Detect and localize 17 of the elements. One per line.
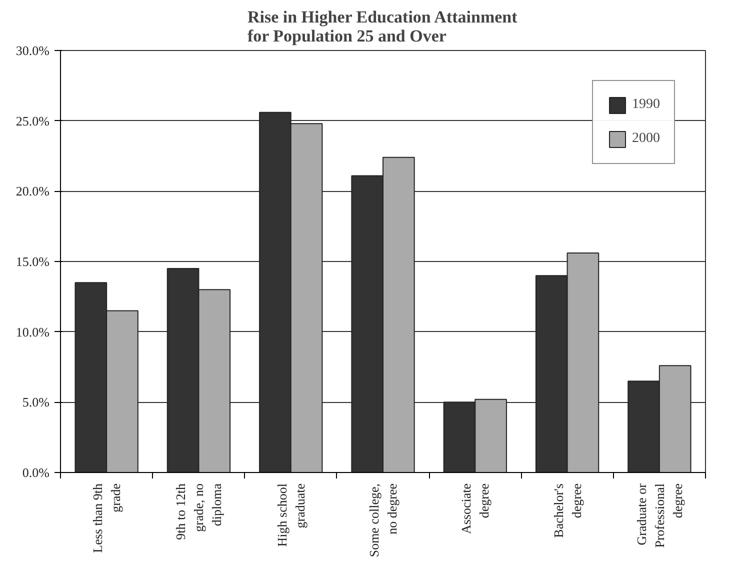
- x-tick-label: Some college, no degree: [366, 483, 400, 558]
- y-tick-label: 0.0%: [22, 465, 50, 480]
- chart-title: Rise in Higher Education Attainment for Population 25 and Over: [247, 8, 518, 46]
- x-tick-label: 9th to 12th grade, no diploma: [173, 483, 224, 540]
- y-tick-label: 5.0%: [22, 394, 50, 410]
- legend-label: 2000: [632, 131, 660, 147]
- y-tick-label: 25.0%: [16, 113, 50, 128]
- y-tick-label: 30.0%: [16, 43, 50, 58]
- x-tick-label: High school graduate: [274, 483, 308, 547]
- x-tick-label: Graduate or Professional degree: [634, 482, 685, 548]
- y-tick-label: 20.0%: [16, 184, 50, 199]
- x-tick-label: Bachelor's degree: [550, 483, 584, 538]
- legend-label: 1990: [632, 97, 660, 113]
- x-tick-label: Less than 9th grade: [90, 483, 124, 553]
- y-tick-label: 15.0%: [16, 254, 50, 269]
- y-tick-label: 10.0%: [16, 324, 50, 340]
- x-tick-label: Associate degree: [458, 483, 492, 534]
